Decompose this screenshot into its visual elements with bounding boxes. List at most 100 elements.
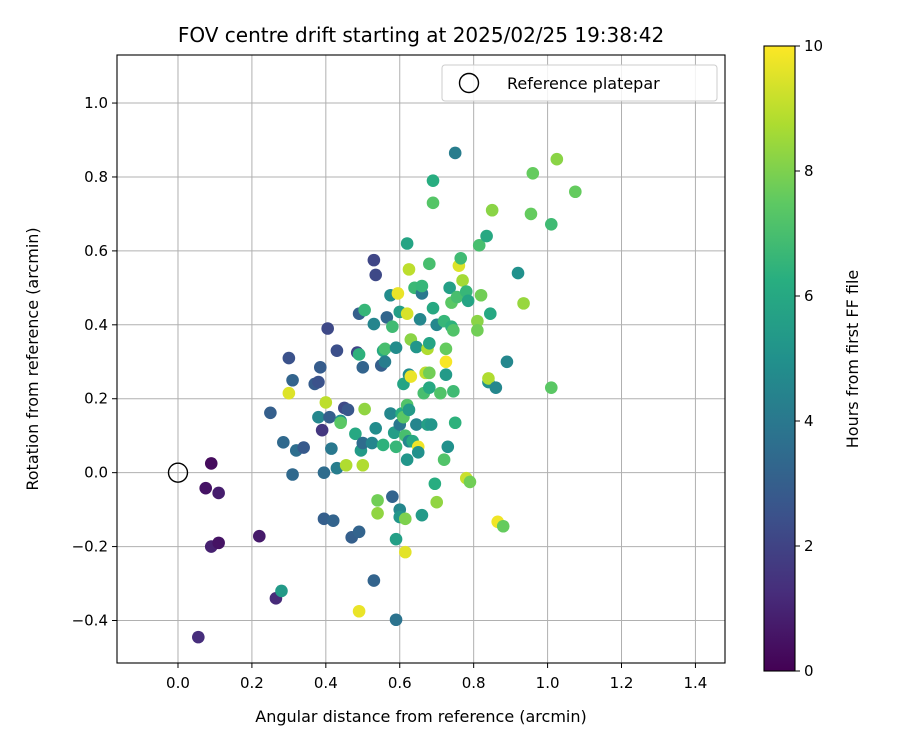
data-point	[341, 403, 355, 417]
data-point	[404, 370, 418, 383]
data-point	[517, 297, 530, 310]
data-point	[474, 288, 488, 302]
x-tick-label: 0.6	[388, 674, 412, 692]
colorbar-tick-label: 6	[804, 287, 814, 305]
data-point	[358, 402, 371, 416]
data-point	[356, 436, 370, 450]
data-point	[544, 217, 558, 231]
data-point	[391, 287, 405, 300]
data-point	[544, 381, 558, 394]
data-point	[426, 301, 440, 315]
data-point	[423, 381, 436, 394]
colorbar-ticks: 0 2 4 6 8 10	[795, 37, 823, 680]
data-point	[199, 481, 213, 495]
data-point	[463, 475, 477, 489]
data-point	[252, 529, 266, 543]
data-point	[212, 536, 225, 550]
data-point	[204, 457, 218, 470]
data-point	[389, 440, 403, 454]
x-tick-label: 0.0	[166, 674, 190, 692]
data-point	[389, 341, 403, 355]
data-point	[386, 490, 399, 503]
data-point	[430, 495, 444, 509]
data-point	[511, 266, 525, 280]
data-point	[447, 324, 460, 337]
data-point	[400, 307, 414, 321]
data-point	[569, 185, 582, 199]
colorbar-label: Hours from first FF file	[843, 270, 862, 449]
y-tick-label: 0.8	[84, 168, 108, 186]
data-point	[378, 355, 392, 369]
x-axis-label: Angular distance from reference (arcmin)	[255, 707, 586, 726]
data-point	[448, 416, 462, 430]
x-tick-label: 0.4	[314, 674, 338, 692]
data-point	[352, 525, 366, 539]
data-point	[312, 410, 325, 424]
data-point	[443, 281, 456, 295]
data-point	[485, 203, 499, 217]
data-point	[371, 507, 384, 520]
data-point	[500, 355, 514, 369]
x-axis-ticks: 0.0 0.2 0.4 0.6 0.8 1.0 1.2 1.4	[166, 663, 707, 692]
data-point	[524, 207, 538, 221]
y-tick-label: −0.2	[72, 538, 108, 556]
data-point	[369, 268, 383, 282]
data-point	[192, 630, 205, 644]
data-point	[448, 146, 462, 160]
data-point	[441, 440, 455, 454]
y-tick-label: −0.4	[72, 611, 108, 629]
data-point	[402, 263, 416, 276]
data-point	[424, 418, 438, 431]
data-point	[471, 314, 484, 328]
chart-title: FOV centre drift starting at 2025/02/25 …	[178, 23, 664, 47]
data-point	[323, 410, 336, 424]
data-point	[376, 438, 390, 452]
data-point	[389, 532, 403, 546]
data-point	[423, 366, 436, 380]
data-point	[410, 340, 423, 354]
colorbar-tick-label: 8	[804, 162, 814, 180]
data-point	[339, 458, 353, 472]
data-point	[212, 486, 225, 500]
x-tick-label: 0.8	[462, 674, 486, 692]
data-point	[321, 322, 334, 335]
data-point	[286, 468, 299, 481]
data-point	[317, 466, 331, 479]
colorbar-gradient	[764, 46, 795, 671]
data-point	[334, 416, 347, 430]
data-point	[411, 446, 425, 459]
y-tick-label: 0.0	[84, 464, 108, 482]
data-point	[277, 436, 290, 449]
data-point	[264, 406, 277, 420]
data-point	[439, 342, 453, 356]
data-point	[367, 317, 381, 331]
data-point	[352, 348, 366, 361]
x-tick-label: 0.2	[240, 674, 264, 692]
data-point	[378, 342, 392, 356]
data-point	[472, 239, 486, 252]
colorbar-frame	[763, 45, 796, 672]
data-point	[319, 396, 333, 409]
data-point	[450, 290, 464, 304]
reference-platepar-marker	[167, 462, 189, 483]
data-point	[428, 477, 442, 491]
data-point	[423, 336, 436, 350]
data-point	[384, 407, 397, 420]
data-point	[389, 613, 403, 627]
data-point	[371, 494, 384, 507]
y-axis-ticks: −0.4 −0.2 0.0 0.2 0.4 0.6 0.8 1.0	[72, 94, 117, 629]
data-point	[330, 344, 344, 357]
data-point	[297, 441, 310, 454]
colorbar-tick-label: 10	[804, 37, 823, 55]
colorbar-tick-label: 4	[804, 412, 814, 430]
colorbar: 0 2 4 6 8 10 Hours from first FF file	[763, 37, 862, 680]
data-point	[426, 196, 440, 210]
data-point	[437, 453, 451, 467]
data-point	[386, 320, 399, 333]
data-point	[439, 355, 453, 369]
data-point	[426, 174, 440, 187]
data-point	[482, 372, 495, 385]
data-point	[358, 303, 371, 317]
data-point	[380, 311, 394, 324]
